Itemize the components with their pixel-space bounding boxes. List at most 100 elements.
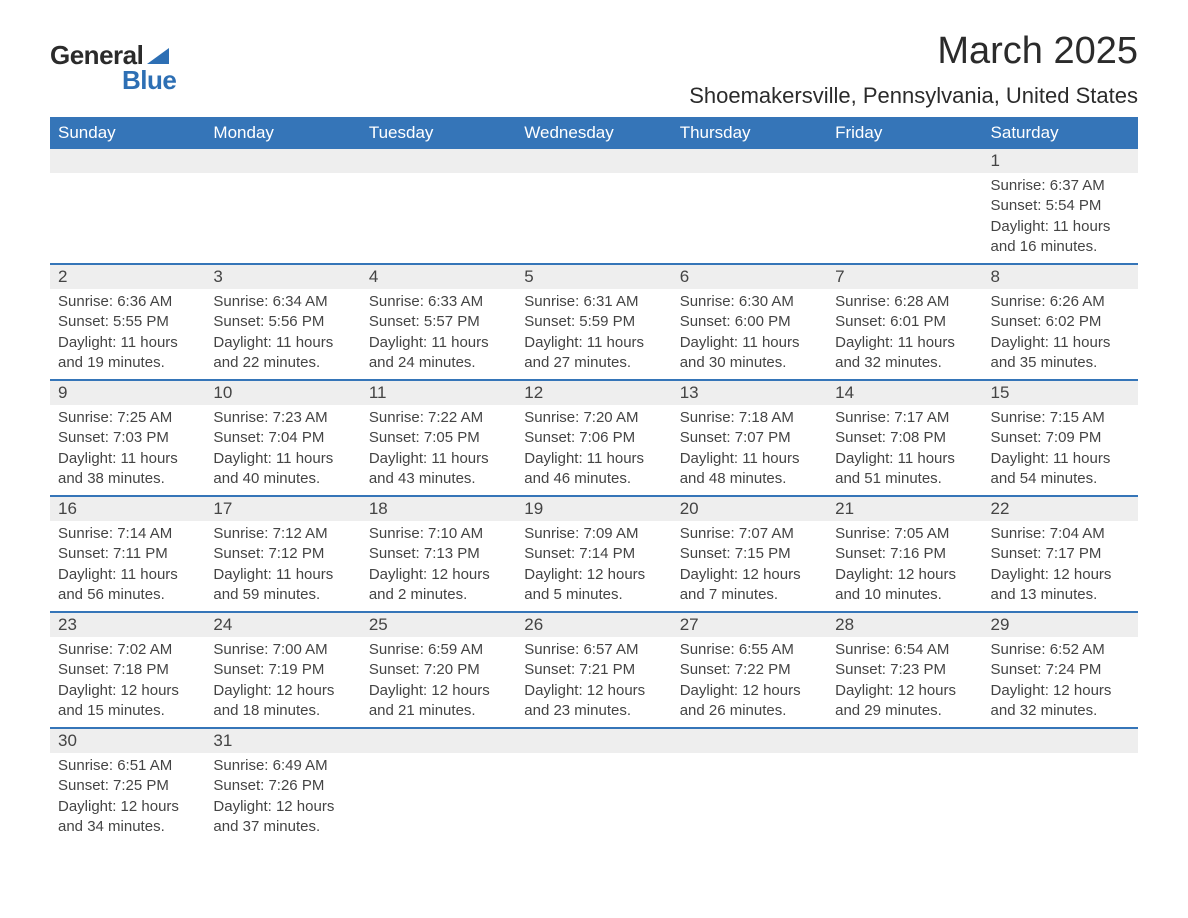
day-details: Sunrise: 7:14 AMSunset: 7:11 PMDaylight:… [50, 521, 205, 611]
day-details: Sunrise: 6:36 AMSunset: 5:55 PMDaylight:… [50, 289, 205, 379]
day-details: Sunrise: 7:10 AMSunset: 7:13 PMDaylight:… [361, 521, 516, 611]
sunset-text: Sunset: 7:19 PM [213, 660, 352, 680]
sunset-text: Sunset: 5:57 PM [369, 312, 508, 332]
day-details [827, 753, 982, 762]
day-number: 4 [361, 265, 516, 289]
sunset-text: Sunset: 7:23 PM [835, 660, 974, 680]
sunrise-text: Sunrise: 7:07 AM [680, 524, 819, 544]
calendar-week-row: 16Sunrise: 7:14 AMSunset: 7:11 PMDayligh… [50, 496, 1138, 612]
day-details: Sunrise: 6:59 AMSunset: 7:20 PMDaylight:… [361, 637, 516, 727]
sunrise-text: Sunrise: 6:55 AM [680, 640, 819, 660]
sunrise-text: Sunrise: 7:15 AM [991, 408, 1130, 428]
sunrise-text: Sunrise: 6:26 AM [991, 292, 1130, 312]
calendar-cell: 11Sunrise: 7:22 AMSunset: 7:05 PMDayligh… [361, 380, 516, 496]
daylight-text: Daylight: 12 hours and 18 minutes. [213, 681, 352, 722]
calendar-cell [672, 728, 827, 843]
sunrise-text: Sunrise: 6:36 AM [58, 292, 197, 312]
sunset-text: Sunset: 5:54 PM [991, 196, 1130, 216]
day-details: Sunrise: 7:04 AMSunset: 7:17 PMDaylight:… [983, 521, 1138, 611]
day-details: Sunrise: 7:17 AMSunset: 7:08 PMDaylight:… [827, 405, 982, 495]
sunrise-text: Sunrise: 7:10 AM [369, 524, 508, 544]
sunrise-text: Sunrise: 7:04 AM [991, 524, 1130, 544]
day-details: Sunrise: 6:49 AMSunset: 7:26 PMDaylight:… [205, 753, 360, 843]
day-number: 17 [205, 497, 360, 521]
day-details: Sunrise: 7:02 AMSunset: 7:18 PMDaylight:… [50, 637, 205, 727]
calendar-cell: 6Sunrise: 6:30 AMSunset: 6:00 PMDaylight… [672, 264, 827, 380]
day-number [672, 729, 827, 753]
sunset-text: Sunset: 7:18 PM [58, 660, 197, 680]
day-number: 19 [516, 497, 671, 521]
day-header-row: Sunday Monday Tuesday Wednesday Thursday… [50, 117, 1138, 149]
daylight-text: Daylight: 11 hours and 43 minutes. [369, 449, 508, 490]
day-details: Sunrise: 7:22 AMSunset: 7:05 PMDaylight:… [361, 405, 516, 495]
calendar-cell: 16Sunrise: 7:14 AMSunset: 7:11 PMDayligh… [50, 496, 205, 612]
sunrise-text: Sunrise: 6:54 AM [835, 640, 974, 660]
sunrise-text: Sunrise: 7:20 AM [524, 408, 663, 428]
calendar-cell [205, 149, 360, 264]
daylight-text: Daylight: 12 hours and 13 minutes. [991, 565, 1130, 606]
day-details: Sunrise: 7:18 AMSunset: 7:07 PMDaylight:… [672, 405, 827, 495]
calendar-cell: 10Sunrise: 7:23 AMSunset: 7:04 PMDayligh… [205, 380, 360, 496]
calendar-week-row: 1Sunrise: 6:37 AMSunset: 5:54 PMDaylight… [50, 149, 1138, 264]
day-number: 24 [205, 613, 360, 637]
daylight-text: Daylight: 11 hours and 46 minutes. [524, 449, 663, 490]
day-number: 3 [205, 265, 360, 289]
day-details: Sunrise: 7:07 AMSunset: 7:15 PMDaylight:… [672, 521, 827, 611]
day-header: Friday [827, 117, 982, 149]
sunrise-text: Sunrise: 6:30 AM [680, 292, 819, 312]
calendar-cell: 21Sunrise: 7:05 AMSunset: 7:16 PMDayligh… [827, 496, 982, 612]
daylight-text: Daylight: 11 hours and 27 minutes. [524, 333, 663, 374]
day-number: 8 [983, 265, 1138, 289]
calendar-cell: 9Sunrise: 7:25 AMSunset: 7:03 PMDaylight… [50, 380, 205, 496]
day-number: 23 [50, 613, 205, 637]
calendar-cell: 28Sunrise: 6:54 AMSunset: 7:23 PMDayligh… [827, 612, 982, 728]
day-number [361, 149, 516, 173]
sunrise-text: Sunrise: 7:05 AM [835, 524, 974, 544]
calendar-cell [827, 728, 982, 843]
day-header: Tuesday [361, 117, 516, 149]
day-details: Sunrise: 6:54 AMSunset: 7:23 PMDaylight:… [827, 637, 982, 727]
day-details [983, 753, 1138, 762]
day-details: Sunrise: 7:09 AMSunset: 7:14 PMDaylight:… [516, 521, 671, 611]
daylight-text: Daylight: 11 hours and 59 minutes. [213, 565, 352, 606]
sunset-text: Sunset: 7:14 PM [524, 544, 663, 564]
calendar-cell: 3Sunrise: 6:34 AMSunset: 5:56 PMDaylight… [205, 264, 360, 380]
daylight-text: Daylight: 11 hours and 56 minutes. [58, 565, 197, 606]
calendar-cell [672, 149, 827, 264]
calendar-cell [361, 149, 516, 264]
calendar-cell: 4Sunrise: 6:33 AMSunset: 5:57 PMDaylight… [361, 264, 516, 380]
daylight-text: Daylight: 11 hours and 48 minutes. [680, 449, 819, 490]
sunrise-text: Sunrise: 7:12 AM [213, 524, 352, 544]
sunset-text: Sunset: 6:00 PM [680, 312, 819, 332]
logo-triangle-icon [147, 48, 169, 64]
sunset-text: Sunset: 6:02 PM [991, 312, 1130, 332]
sunrise-text: Sunrise: 6:37 AM [991, 176, 1130, 196]
calendar-week-row: 30Sunrise: 6:51 AMSunset: 7:25 PMDayligh… [50, 728, 1138, 843]
sunrise-text: Sunrise: 6:31 AM [524, 292, 663, 312]
location-subtitle: Shoemakersville, Pennsylvania, United St… [689, 83, 1138, 109]
calendar-cell [516, 149, 671, 264]
logo-word-blue: Blue [122, 65, 176, 96]
day-number: 6 [672, 265, 827, 289]
sunset-text: Sunset: 7:09 PM [991, 428, 1130, 448]
calendar-cell: 31Sunrise: 6:49 AMSunset: 7:26 PMDayligh… [205, 728, 360, 843]
daylight-text: Daylight: 12 hours and 23 minutes. [524, 681, 663, 722]
day-details: Sunrise: 6:51 AMSunset: 7:25 PMDaylight:… [50, 753, 205, 843]
day-number [827, 729, 982, 753]
day-details: Sunrise: 6:37 AMSunset: 5:54 PMDaylight:… [983, 173, 1138, 263]
calendar-cell: 26Sunrise: 6:57 AMSunset: 7:21 PMDayligh… [516, 612, 671, 728]
sunrise-text: Sunrise: 7:22 AM [369, 408, 508, 428]
day-details [50, 173, 205, 182]
day-number: 5 [516, 265, 671, 289]
sunrise-text: Sunrise: 6:57 AM [524, 640, 663, 660]
sunset-text: Sunset: 7:15 PM [680, 544, 819, 564]
day-number: 27 [672, 613, 827, 637]
calendar-cell: 27Sunrise: 6:55 AMSunset: 7:22 PMDayligh… [672, 612, 827, 728]
sunrise-text: Sunrise: 6:51 AM [58, 756, 197, 776]
day-number [827, 149, 982, 173]
day-number: 28 [827, 613, 982, 637]
day-header: Saturday [983, 117, 1138, 149]
daylight-text: Daylight: 11 hours and 24 minutes. [369, 333, 508, 374]
day-header: Thursday [672, 117, 827, 149]
day-details: Sunrise: 6:55 AMSunset: 7:22 PMDaylight:… [672, 637, 827, 727]
